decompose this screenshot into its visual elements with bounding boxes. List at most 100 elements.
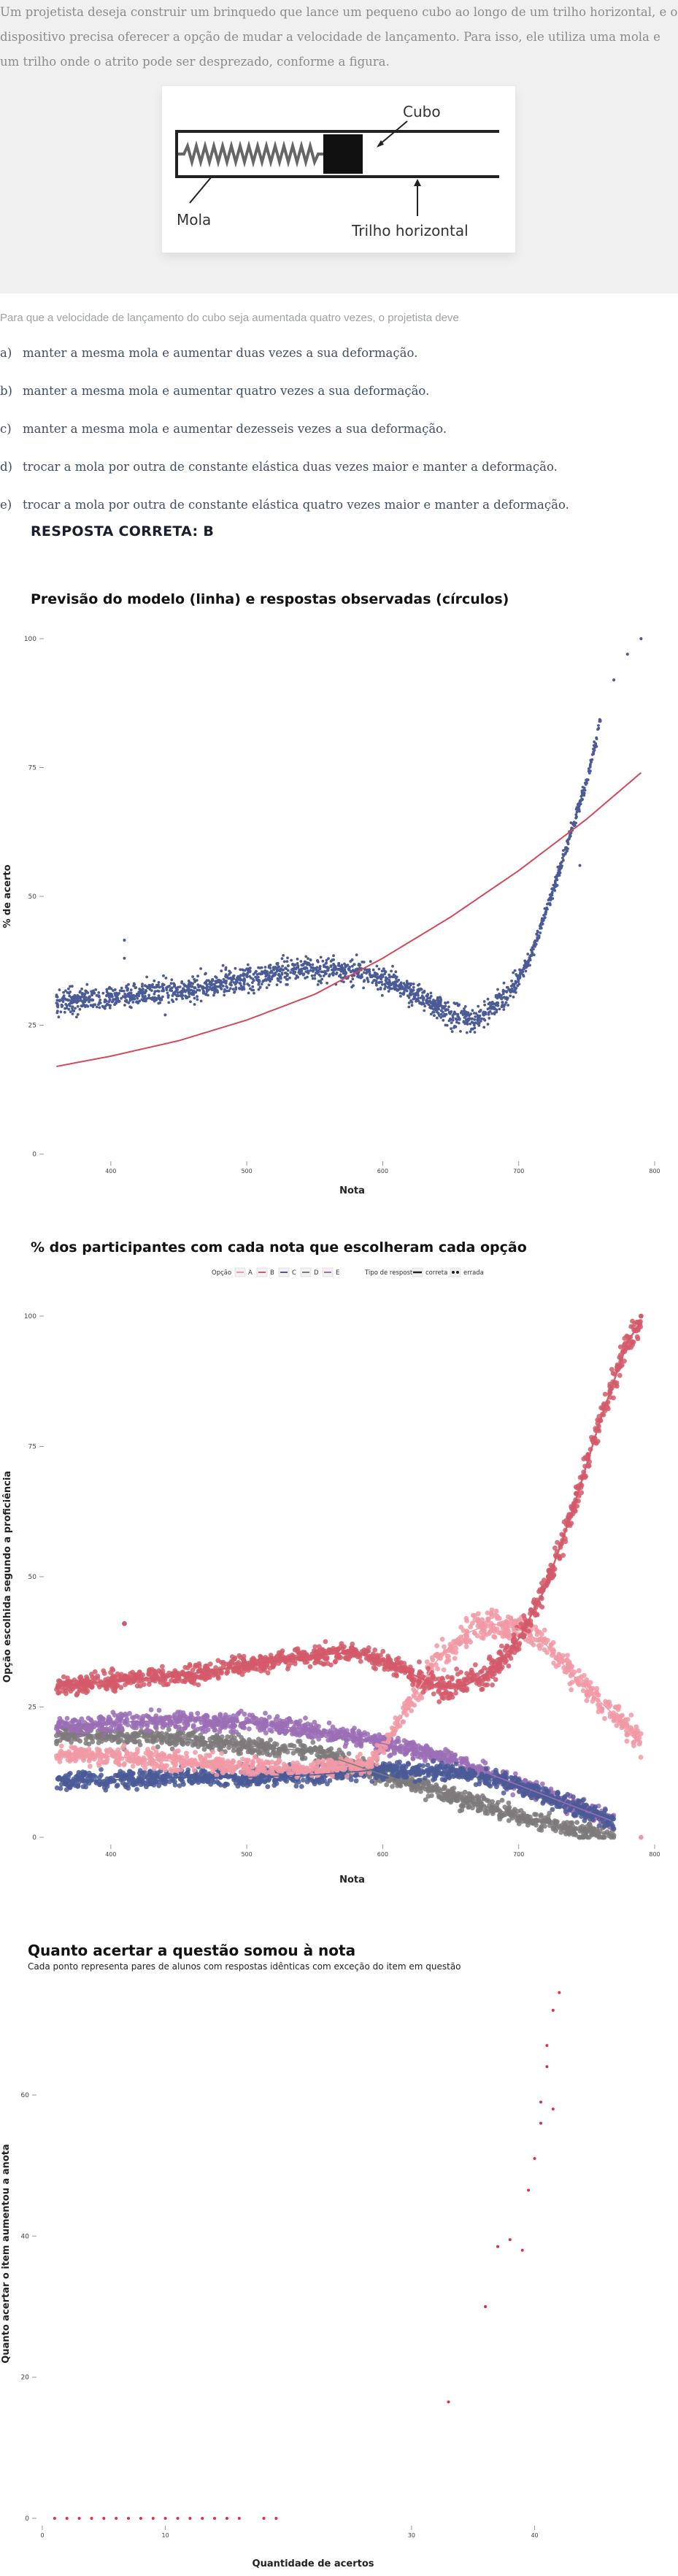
observed-point [336,968,339,971]
option-d-point [272,1750,277,1756]
option-d-point [132,1739,138,1745]
observed-point [539,924,542,928]
observed-point [158,985,161,989]
option-a[interactable]: a) manter a mesma mola e aumentar duas ve… [0,346,569,384]
observed-point [468,1017,471,1020]
observed-point [441,1007,444,1010]
observed-point [404,984,407,988]
y-tick-label: 25 [28,1704,36,1712]
option-text: trocar a mola por outra de constante elá… [23,498,569,512]
observed-point [480,1017,484,1020]
observed-point [425,1001,428,1005]
observed-point [161,995,164,999]
observed-point [242,982,246,985]
observed-point [449,1018,452,1021]
observed-point [228,971,232,974]
observed-point [598,719,602,723]
observed-point [315,966,319,969]
option-d-point [137,1742,143,1748]
option-e-point [188,1714,193,1719]
option-d-point [321,1749,326,1754]
option-c-point [114,1783,120,1789]
observed-point [452,1012,455,1016]
observed-point [465,1031,469,1034]
option-d-point [166,1741,172,1746]
observed-point [303,960,307,964]
observed-point [272,968,276,972]
observed-point [284,966,288,969]
observed-point [383,987,386,991]
observed-point [274,972,277,976]
option-d[interactable]: d) trocar a mola por outra de constante e… [0,460,569,498]
option-d-point [539,1824,544,1829]
legend-option-label: B [270,1269,274,1277]
observed-point [363,979,366,982]
observed-point [172,1000,175,1003]
observed-point [457,1015,460,1019]
observed-point [184,990,187,993]
observed-point [204,993,207,996]
observed-point [488,1001,492,1004]
observed-point [285,974,289,977]
observed-point [463,1005,467,1008]
option-e-point [309,1730,315,1736]
observed-point [189,1000,192,1004]
y-axis-label: % de acerto [2,864,13,928]
observed-point [282,954,285,957]
observed-point [98,1006,101,1010]
observed-point [185,996,188,999]
observed-point [301,973,305,977]
observed-point [204,980,208,983]
option-d-point [486,1798,491,1804]
observed-point [67,1007,71,1011]
observed-point [258,986,262,989]
observed-point [380,993,384,997]
observed-point [490,1001,494,1004]
observed-point [172,992,175,995]
observed-point [187,980,190,983]
observed-point [374,979,378,983]
observed-point [366,968,369,972]
observed-point [123,939,126,942]
observed-point [180,981,184,985]
observed-point [493,1012,496,1015]
observed-point [80,1004,83,1007]
option-c[interactable]: c) manter a mesma mola e aumentar dezesse… [0,422,569,460]
observed-point [304,970,308,973]
observed-point [220,983,223,986]
option-c-point [596,1823,602,1829]
observed-point [432,1007,435,1011]
observed-point [457,1021,461,1025]
observed-point [399,994,402,998]
observed-point [372,979,376,983]
option-d-point [384,1782,389,1788]
option-c-point [483,1766,489,1772]
observed-point [58,988,61,991]
observed-point [264,974,268,978]
option-d-point [442,1785,447,1791]
observed-point [184,984,187,987]
option-e[interactable]: e) trocar a mola por outra de constante e… [0,498,569,536]
observed-point [153,992,156,996]
observed-point [582,791,586,795]
observed-point [148,986,151,989]
observed-point [517,977,520,981]
observed-point [501,988,505,992]
observed-point [549,896,552,899]
observed-point [207,988,210,991]
observed-point [271,971,274,974]
observed-point [343,969,346,972]
y-tick-label: 50 [28,893,37,901]
observed-point [444,1023,447,1027]
observed-point [338,967,341,971]
option-b[interactable]: b) manter a mesma mola e aumentar quatro … [0,384,569,422]
y-tick-label: 100 [24,636,36,643]
observed-point [531,951,534,955]
x-tick-label: 600 [377,1168,388,1174]
option-d-point [300,1751,306,1757]
option-d-point [207,1737,213,1742]
observed-point [390,975,394,978]
observed-point [309,958,312,961]
observed-point [93,1003,96,1007]
